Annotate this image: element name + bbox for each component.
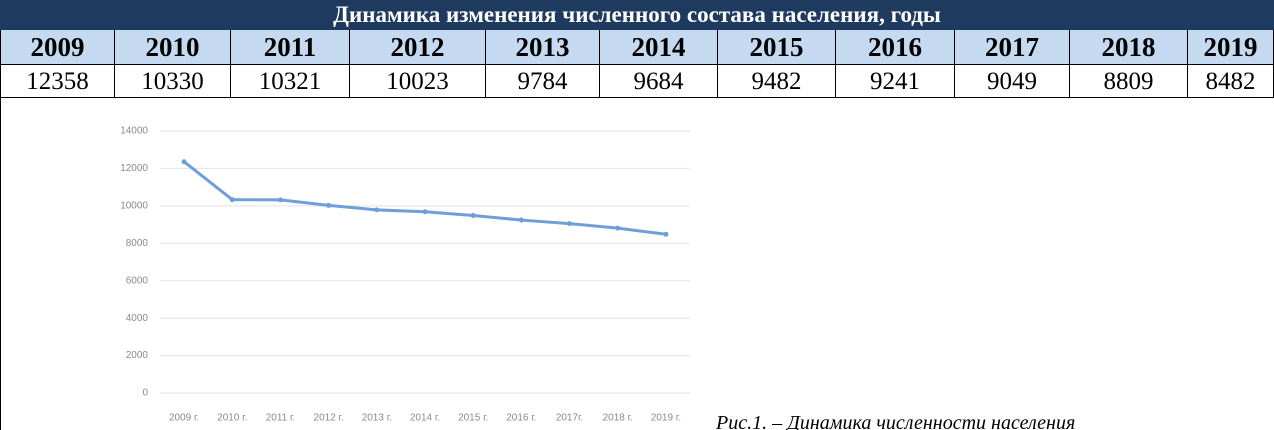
y-tick-label: 14000 xyxy=(120,126,148,137)
x-tick-label: 2019 г. xyxy=(651,413,681,424)
header-cell: 2019 xyxy=(1188,30,1274,65)
x-tick-label: 2012 г. xyxy=(314,413,344,424)
data-cell: 8482 xyxy=(1188,65,1274,98)
data-cell: 10330 xyxy=(115,65,231,98)
point xyxy=(663,231,669,237)
y-tick-label: 2000 xyxy=(126,350,149,361)
x-tick-label: 2017г. xyxy=(556,413,583,424)
data-cell: 10321 xyxy=(231,65,350,98)
header-cell: 2014 xyxy=(600,30,718,65)
line xyxy=(183,160,667,236)
x-tick-label: 2013 г. xyxy=(362,413,392,424)
point xyxy=(277,197,283,203)
x-tick-label: 2011 г. xyxy=(266,413,296,424)
point xyxy=(518,217,524,223)
data-cell: 12358 xyxy=(0,65,115,98)
point xyxy=(470,213,476,219)
y-tick-label: 12000 xyxy=(120,163,148,174)
data-cell: 9482 xyxy=(718,65,836,98)
header-cell: 2017 xyxy=(955,30,1070,65)
data-cell: 9049 xyxy=(955,65,1070,98)
point xyxy=(615,225,621,231)
x-tick-label: 2018 г. xyxy=(603,413,633,424)
point xyxy=(229,197,235,203)
header-cell: 2016 xyxy=(836,30,955,65)
x-tick-label: 2016 г. xyxy=(506,413,536,424)
header-cell: 2015 xyxy=(718,30,836,65)
data-cell: 9784 xyxy=(486,65,600,98)
point xyxy=(326,202,332,208)
data-cell: 9684 xyxy=(600,65,718,98)
data-cell: 8809 xyxy=(1070,65,1188,98)
header-cell: 2012 xyxy=(350,30,486,65)
x-tick-label: 2014 г. xyxy=(410,413,440,424)
point xyxy=(567,221,573,227)
point xyxy=(422,209,428,215)
header-cell: 2010 xyxy=(115,30,231,65)
data-cell: 10023 xyxy=(350,65,486,98)
caption: Рис.1. – Динамика численности населения xyxy=(716,412,1076,430)
x-tick-label: 2009 г. xyxy=(169,413,199,424)
x-tick-label: 2015 г. xyxy=(458,413,488,424)
header-cell: 2013 xyxy=(486,30,600,65)
y-tick-label: 6000 xyxy=(126,275,149,286)
point xyxy=(374,207,380,213)
y-tick-label: 4000 xyxy=(126,313,149,324)
data-cell: 9241 xyxy=(836,65,955,98)
y-tick-label: 10000 xyxy=(120,200,148,211)
x-tick-label: 2010 г. xyxy=(217,413,247,424)
point xyxy=(181,159,187,165)
y-tick-label: 8000 xyxy=(126,238,149,249)
header-cell: 2018 xyxy=(1070,30,1188,65)
header-cell: 2011 xyxy=(231,30,350,65)
table-title: Динамика изменения численного состава на… xyxy=(0,0,1274,30)
header-cell: 2009 xyxy=(0,30,115,65)
y-tick-label: 0 xyxy=(142,388,148,399)
